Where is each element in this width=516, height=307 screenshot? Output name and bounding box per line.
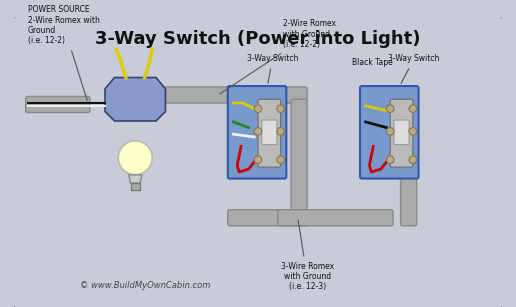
Circle shape — [277, 128, 284, 135]
FancyBboxPatch shape — [262, 120, 277, 145]
Text: © www.BuildMyOwnCabin.com: © www.BuildMyOwnCabin.com — [80, 281, 211, 290]
FancyBboxPatch shape — [12, 15, 504, 307]
Polygon shape — [131, 183, 140, 190]
Circle shape — [277, 105, 284, 112]
Circle shape — [386, 128, 394, 135]
Circle shape — [254, 128, 262, 135]
Text: 3-Way Switch (Power into Light): 3-Way Switch (Power into Light) — [95, 30, 421, 48]
FancyBboxPatch shape — [400, 165, 416, 226]
Text: 2-Wire Romex
with Ground
(i.e. 12-2): 2-Wire Romex with Ground (i.e. 12-2) — [220, 19, 336, 94]
FancyBboxPatch shape — [291, 99, 307, 226]
Circle shape — [409, 105, 416, 112]
Circle shape — [386, 156, 394, 163]
Circle shape — [118, 141, 152, 175]
Text: POWER SOURCE
2-Wire Romex with
Ground
(i.e. 12-2): POWER SOURCE 2-Wire Romex with Ground (i… — [27, 5, 100, 100]
Text: 3-Way Switch: 3-Way Switch — [247, 54, 298, 83]
FancyBboxPatch shape — [394, 120, 409, 145]
Text: 3-Wire Romex
with Ground
(i.e. 12-3): 3-Wire Romex with Ground (i.e. 12-3) — [281, 220, 334, 291]
Text: 3-Way Switch: 3-Way Switch — [389, 54, 440, 84]
Circle shape — [277, 156, 284, 163]
FancyBboxPatch shape — [228, 210, 307, 226]
FancyBboxPatch shape — [26, 96, 90, 112]
FancyBboxPatch shape — [162, 87, 307, 103]
FancyBboxPatch shape — [258, 99, 281, 167]
FancyBboxPatch shape — [390, 99, 413, 167]
Circle shape — [409, 128, 416, 135]
Polygon shape — [128, 175, 142, 183]
FancyBboxPatch shape — [228, 86, 286, 179]
Circle shape — [254, 156, 262, 163]
Circle shape — [254, 105, 262, 112]
Text: Black Tape: Black Tape — [352, 58, 393, 67]
FancyBboxPatch shape — [360, 86, 418, 179]
Polygon shape — [105, 78, 166, 121]
Circle shape — [409, 156, 416, 163]
FancyBboxPatch shape — [278, 210, 393, 226]
Circle shape — [386, 105, 394, 112]
